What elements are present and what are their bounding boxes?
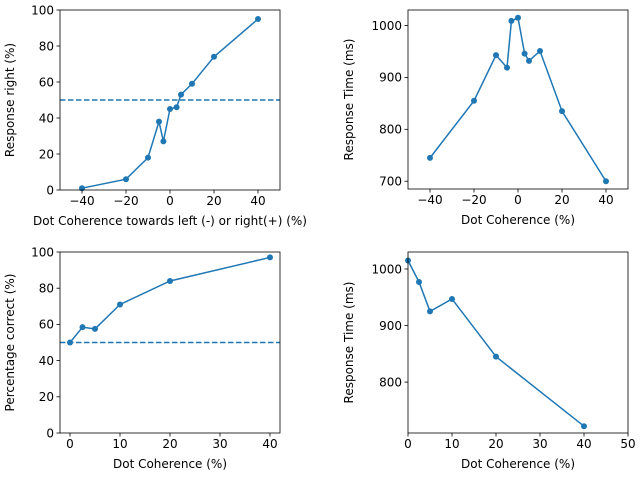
x-axis-label: Dot Coherence (%) xyxy=(113,457,227,471)
data-point xyxy=(160,138,167,145)
y-axis-label: Percentage correct (%) xyxy=(3,274,17,412)
subplot-2: −40 −20 0 20 40 700 800 900 1000 Dot Coherence (%… xyxy=(342,9,629,227)
x-axis-label: Dot Coherence (%) xyxy=(461,457,575,471)
subplot-1: −40 −20 0 20 40 0 20 40 60 80 100 Dot Coherence tow… xyxy=(3,3,307,228)
y-tick-label: 60 xyxy=(39,318,54,332)
data-point xyxy=(156,118,162,125)
x-tick-label: 50 xyxy=(620,437,635,451)
data-point xyxy=(504,64,510,71)
data-point xyxy=(521,50,528,57)
data-point xyxy=(117,301,123,308)
series-line xyxy=(69,256,271,343)
x-tick-label: 0 xyxy=(514,193,522,207)
axes-frame xyxy=(407,251,629,434)
data-point xyxy=(92,325,98,332)
data-point xyxy=(537,47,543,54)
series-line xyxy=(81,18,259,189)
data-point xyxy=(79,324,86,331)
data-point xyxy=(427,154,433,161)
x-tick-label: 0 xyxy=(66,437,74,451)
x-tick-label: 40 xyxy=(250,194,265,208)
y-tick-label: 40 xyxy=(39,111,54,125)
x-tick-label: 10 xyxy=(112,437,127,451)
data-point xyxy=(493,52,499,59)
y-tick-label: 0 xyxy=(46,426,54,440)
x-tick-label: −40 xyxy=(69,194,94,208)
x-tick-label: 0 xyxy=(404,437,412,451)
x-tick-label: −40 xyxy=(417,193,442,207)
data-point xyxy=(508,17,515,24)
data-point xyxy=(416,278,422,285)
subplot-3: 0 10 20 30 40 0 20 40 60 80 100 Dot Coherence (%) Pe… xyxy=(3,245,281,471)
x-tick-label: 40 xyxy=(262,437,277,451)
y-tick-label: 1000 xyxy=(371,19,402,33)
data-point xyxy=(123,176,129,183)
data-point xyxy=(515,14,521,21)
data-point xyxy=(167,277,173,284)
y-tick-label: 20 xyxy=(39,147,54,161)
data-point xyxy=(173,104,180,111)
axes-frame xyxy=(407,9,629,190)
y-tick-label: 0 xyxy=(46,183,54,197)
y-tick-label: 80 xyxy=(39,282,54,296)
data-point xyxy=(493,353,499,360)
x-axis-label: Dot Coherence towards left (-) or right(… xyxy=(33,214,307,228)
y-axis-label: Response Time (ms) xyxy=(342,39,356,161)
y-tick-label: 1000 xyxy=(371,262,402,276)
data-point xyxy=(211,53,217,60)
data-point xyxy=(449,295,455,302)
subplot-4: 0 10 20 30 40 50 800 900 1000 Dot Coherence (%) Re… xyxy=(342,251,636,471)
data-point xyxy=(559,108,565,115)
x-tick-label: −20 xyxy=(461,193,486,207)
data-point xyxy=(471,97,477,104)
data-point xyxy=(526,57,532,64)
y-axis-label: Response Time (ms) xyxy=(342,282,356,404)
x-tick-label: 10 xyxy=(444,437,459,451)
data-point xyxy=(178,91,184,98)
x-tick-label: 30 xyxy=(532,437,547,451)
data-point xyxy=(267,254,273,261)
data-point xyxy=(189,80,195,87)
y-tick-label: 900 xyxy=(379,319,402,333)
x-tick-label: 40 xyxy=(576,437,591,451)
x-axis-label: Dot Coherence (%) xyxy=(461,213,575,227)
y-axis-label: Response right (%) xyxy=(3,43,17,157)
x-tick-label: 20 xyxy=(206,194,221,208)
series-line xyxy=(429,16,607,182)
y-tick-label: 20 xyxy=(39,390,54,404)
x-tick-label: 20 xyxy=(162,437,177,451)
data-point xyxy=(145,154,151,161)
data-point xyxy=(167,106,173,112)
data-point xyxy=(581,423,587,430)
y-tick-label: 800 xyxy=(379,123,402,137)
data-point xyxy=(603,178,609,185)
y-tick-label: 100 xyxy=(31,3,54,17)
y-tick-label: 800 xyxy=(379,375,402,389)
x-tick-label: 0 xyxy=(166,194,174,208)
x-tick-label: 20 xyxy=(488,437,503,451)
data-point xyxy=(427,308,433,315)
y-tick-label: 900 xyxy=(379,71,402,85)
x-tick-label: 30 xyxy=(212,437,227,451)
x-tick-label: 40 xyxy=(598,193,613,207)
x-tick-label: 20 xyxy=(554,193,569,207)
y-tick-label: 40 xyxy=(39,354,54,368)
y-tick-label: 700 xyxy=(379,175,402,189)
series-line xyxy=(407,260,585,427)
y-tick-label: 100 xyxy=(31,245,54,259)
data-point xyxy=(67,339,73,346)
y-tick-label: 60 xyxy=(39,75,54,89)
y-tick-label: 80 xyxy=(39,39,54,53)
x-tick-label: −20 xyxy=(113,194,138,208)
data-point xyxy=(255,16,261,22)
